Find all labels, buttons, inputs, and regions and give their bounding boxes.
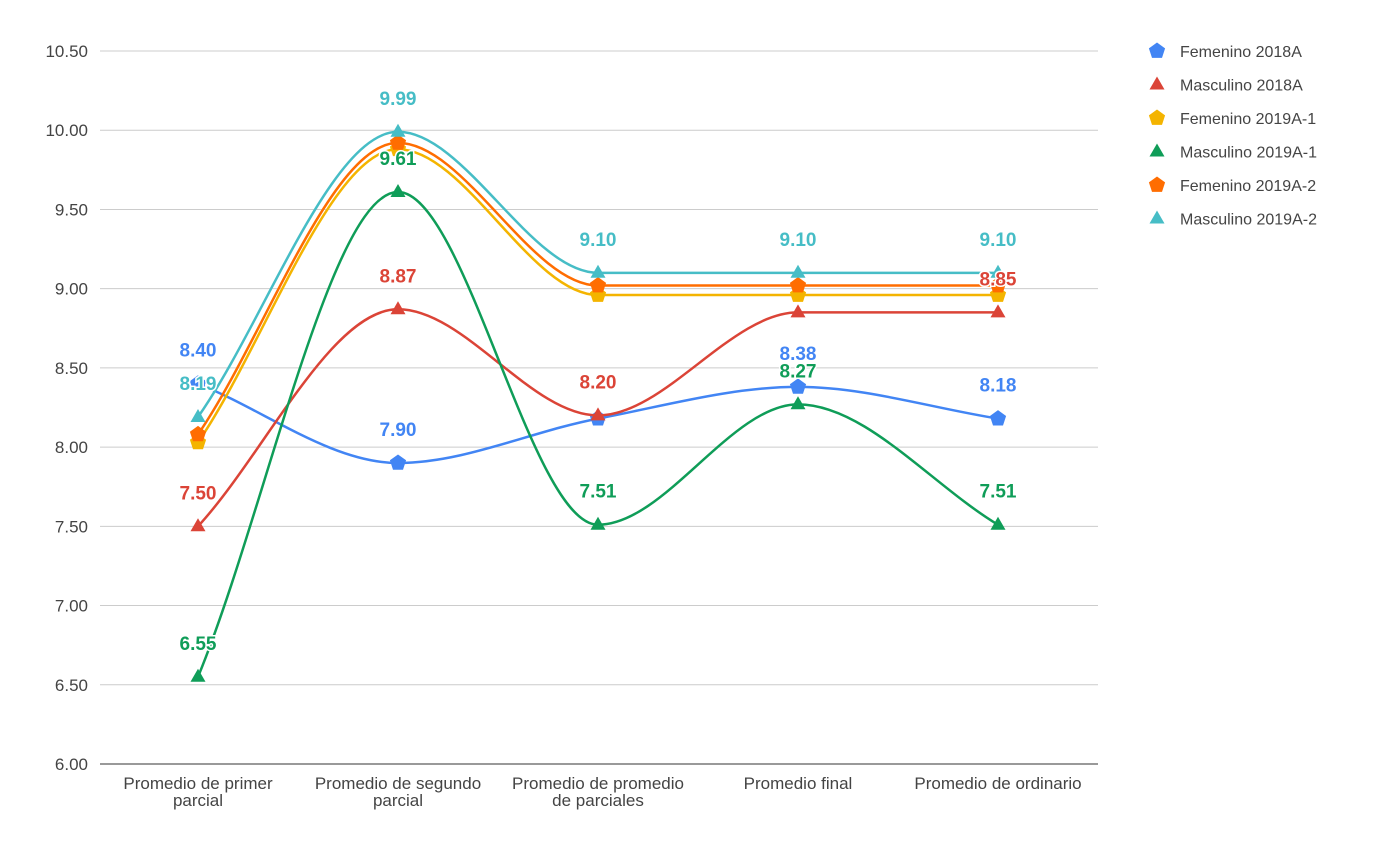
data-point-marker[interactable] (189, 375, 207, 391)
legend-label: Femenino 2019A-1 (1180, 111, 1316, 128)
legend-item[interactable]: Masculino 2019A-1 (1149, 143, 1318, 162)
x-category-label: Promedio final (744, 774, 853, 793)
data-point-marker[interactable] (189, 425, 207, 442)
series-line (196, 147, 998, 444)
legend-label: Femenino 2018A (1180, 44, 1302, 61)
data-point-marker[interactable] (390, 301, 406, 315)
legend-marker[interactable] (1148, 109, 1166, 125)
data-label: 9.10 (580, 230, 617, 251)
legend-label: Masculino 2019A-1 (1180, 145, 1317, 162)
series-line (196, 130, 998, 418)
legend-marker[interactable] (1149, 76, 1165, 90)
series-masculino-2018a (190, 301, 1006, 532)
data-point-marker[interactable] (990, 264, 1006, 278)
series-masculino-2019a-2 (190, 123, 1006, 422)
data-label: 8.27 (780, 361, 817, 382)
y-tick-label: 9.00 (55, 280, 88, 299)
y-tick-label: 7.00 (55, 597, 88, 616)
y-tick-label: 8.50 (55, 359, 88, 378)
legend-marker[interactable] (1148, 176, 1166, 192)
data-label: 8.20 (580, 372, 617, 393)
data-label: 9.61 (380, 149, 417, 170)
data-point-marker[interactable] (390, 183, 406, 197)
y-tick-label: 10.00 (45, 121, 88, 140)
data-point-marker[interactable] (390, 123, 406, 137)
data-point-marker[interactable] (989, 410, 1007, 426)
data-point-marker[interactable] (990, 304, 1006, 318)
grid-layer (100, 50, 1098, 765)
series-line (196, 141, 998, 436)
y-tick-label: 6.00 (55, 755, 88, 774)
data-label: 6.55 (180, 634, 217, 655)
data-point-marker[interactable] (990, 516, 1006, 530)
data-label: 7.51 (580, 482, 617, 503)
data-point-marker[interactable] (389, 454, 407, 470)
y-tick-label: 7.50 (55, 517, 88, 536)
data-point-marker[interactable] (589, 277, 607, 293)
legend-label: Masculino 2019A-2 (1180, 212, 1317, 229)
data-point-marker[interactable] (190, 668, 206, 682)
axis-labels: 6.00 6.50 7.00 7.50 8.00 8.50 9.00 9.50 10.00 10.… (45, 42, 1081, 810)
data-labels: 8.40 7.90 8.38 8.18 7.50 8.87 8.20 8.85 6.55 9.61… (178, 87, 1018, 656)
legend-label: Masculino 2018A (1180, 78, 1303, 95)
y-tick-label: 10.50 (45, 42, 88, 61)
y-tick-label: 6.50 (55, 676, 88, 695)
series-line (197, 308, 998, 528)
legend-marker[interactable] (1149, 210, 1165, 224)
series-layer (189, 123, 1007, 682)
data-label: 7.90 (380, 420, 417, 441)
series-femenino-2019a-2 (189, 134, 1007, 442)
series-masculino-2019a-1 (190, 183, 1006, 682)
legend-marker[interactable] (1149, 143, 1165, 157)
data-label: 9.10 (980, 230, 1017, 251)
data-point-marker[interactable] (590, 264, 606, 278)
data-label: 9.10 (780, 230, 817, 251)
legend-item[interactable]: Femenino 2019A-2 (1148, 176, 1316, 196)
series-femenino-2019a-1 (189, 140, 1007, 450)
data-label: 8.87 (380, 266, 417, 287)
data-label: 8.38 (780, 344, 817, 365)
data-label: 8.40 (180, 341, 217, 362)
data-point-marker[interactable] (989, 277, 1007, 293)
x-category-label: Promedio de primer parcial (123, 774, 273, 810)
data-point-marker[interactable] (590, 407, 606, 421)
x-category-label: Promedio de promedio de parciales (512, 774, 684, 810)
data-point-marker[interactable] (790, 396, 806, 410)
legend-marker[interactable] (1148, 42, 1166, 58)
legend-item[interactable]: Masculino 2019A-2 (1149, 210, 1318, 229)
data-label: 7.50 (180, 483, 217, 504)
legend-item[interactable]: Femenino 2019A-1 (1148, 109, 1316, 129)
y-tick-label: 8.00 (55, 438, 88, 457)
data-point-marker[interactable] (789, 378, 807, 394)
data-point-marker[interactable] (190, 408, 206, 422)
data-point-marker[interactable] (190, 518, 206, 532)
series-line (196, 190, 999, 678)
data-label: 7.51 (980, 482, 1017, 503)
data-point-marker[interactable] (789, 277, 807, 293)
data-label: 8.85 (980, 269, 1017, 290)
legend: Femenino 2018A Masculino 2018A Femenino 20… (1148, 42, 1318, 229)
x-category-label: Promedio de segundo parcial (315, 774, 481, 810)
legend-item[interactable]: Masculino 2018A (1149, 76, 1304, 95)
y-tick-label: 9.50 (55, 200, 88, 219)
legend-item[interactable]: Femenino 2018A (1148, 42, 1302, 62)
legend-label: Femenino 2019A-2 (1180, 178, 1316, 195)
data-point-marker[interactable] (790, 304, 806, 318)
data-label: 9.99 (380, 89, 417, 110)
data-point-marker[interactable] (790, 264, 806, 278)
data-point-marker[interactable] (389, 134, 407, 150)
data-label: 8.18 (980, 376, 1017, 397)
x-category-label: Promedio de ordinario (914, 774, 1081, 793)
data-label: 8.19 (180, 374, 217, 395)
data-point-marker[interactable] (590, 516, 606, 530)
